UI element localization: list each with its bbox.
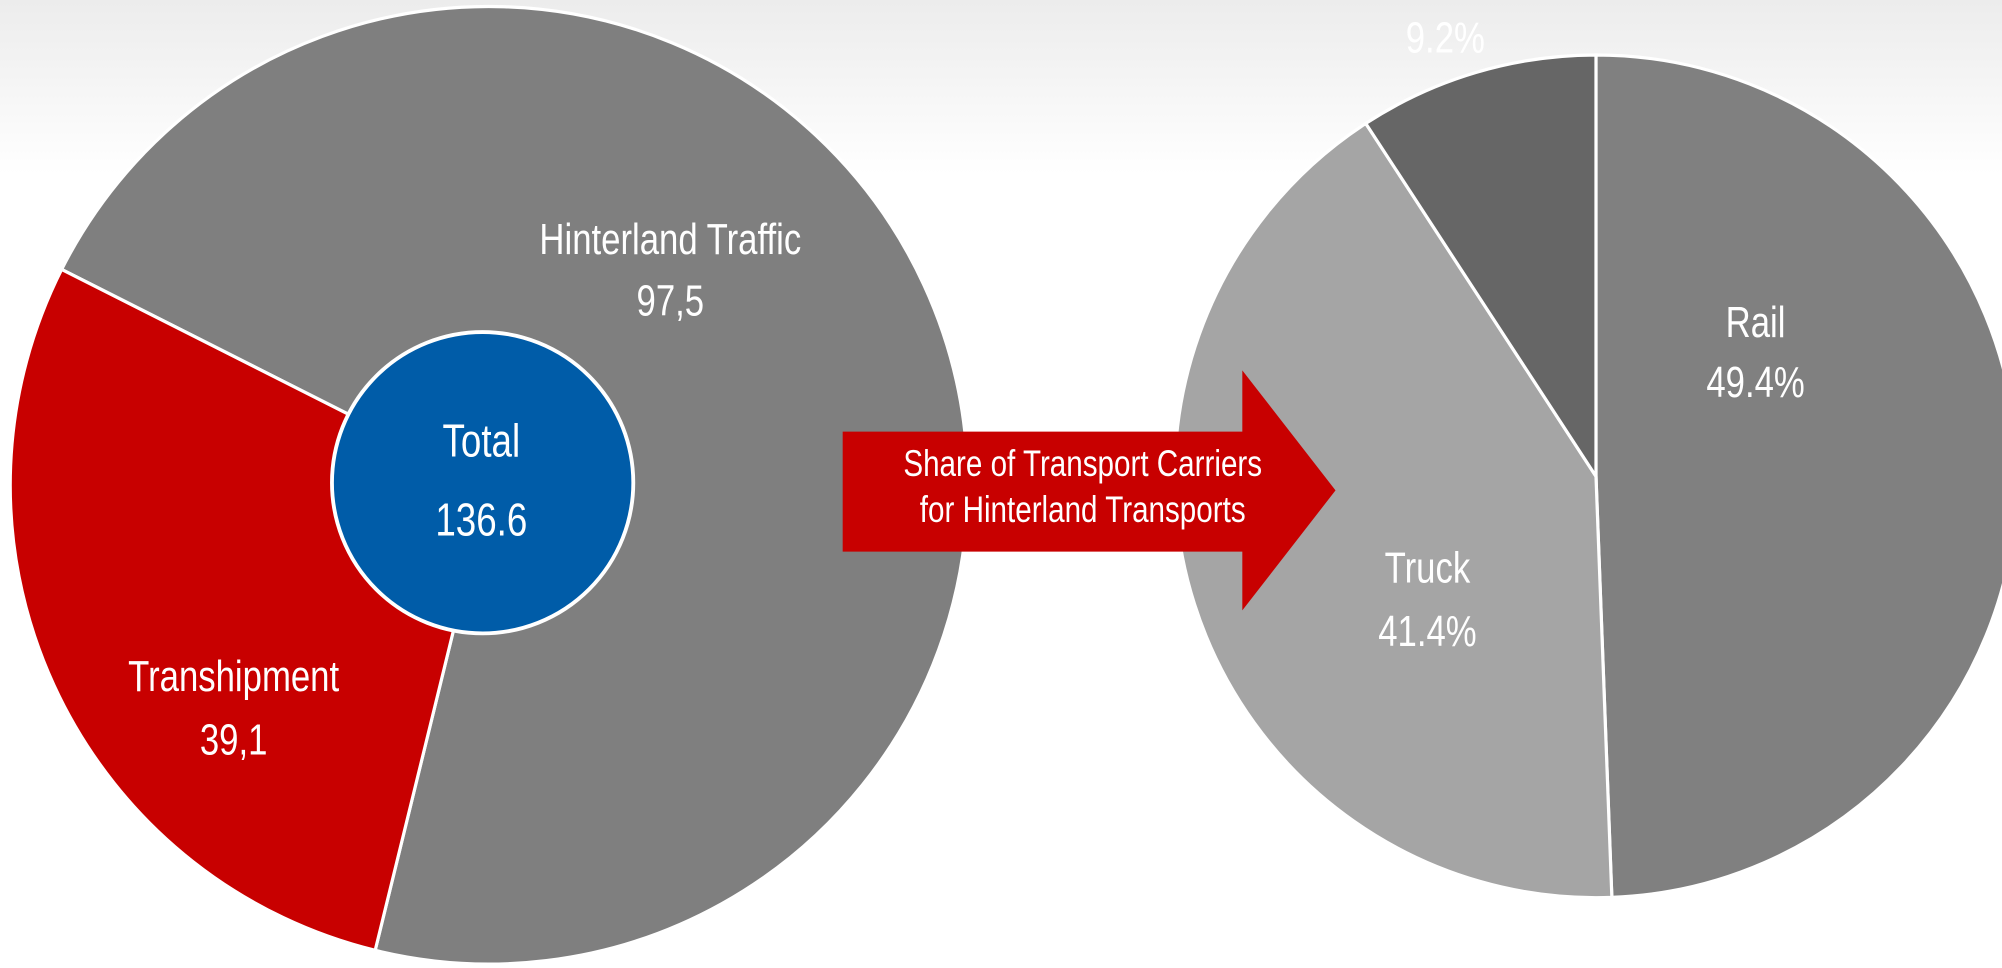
center-value: 136.6 xyxy=(435,494,527,546)
slice-value: 49.4% xyxy=(1706,359,1804,408)
arrow-label: for Hinterland Transports xyxy=(920,490,1246,531)
slice-value: 9.2% xyxy=(1406,14,1485,63)
arrow xyxy=(842,370,1336,611)
slice-label: Transhipment xyxy=(128,652,339,701)
arrow-label: Share of Transport Carriers xyxy=(903,444,1262,485)
slice-value: 41.4% xyxy=(1378,607,1476,656)
slice-value: 39,1 xyxy=(200,716,268,765)
pie-slice xyxy=(1363,53,1598,482)
slice-label: Rail xyxy=(1726,299,1786,348)
center-circle xyxy=(330,330,636,636)
slice-value: 97,5 xyxy=(637,277,705,326)
slice-label: Truck xyxy=(1385,544,1471,593)
pie-slice xyxy=(1173,121,1614,900)
slice-label: Hinterland Traffic xyxy=(539,216,801,265)
center-label: Total xyxy=(443,415,521,467)
pie-slice xyxy=(1594,53,2002,900)
